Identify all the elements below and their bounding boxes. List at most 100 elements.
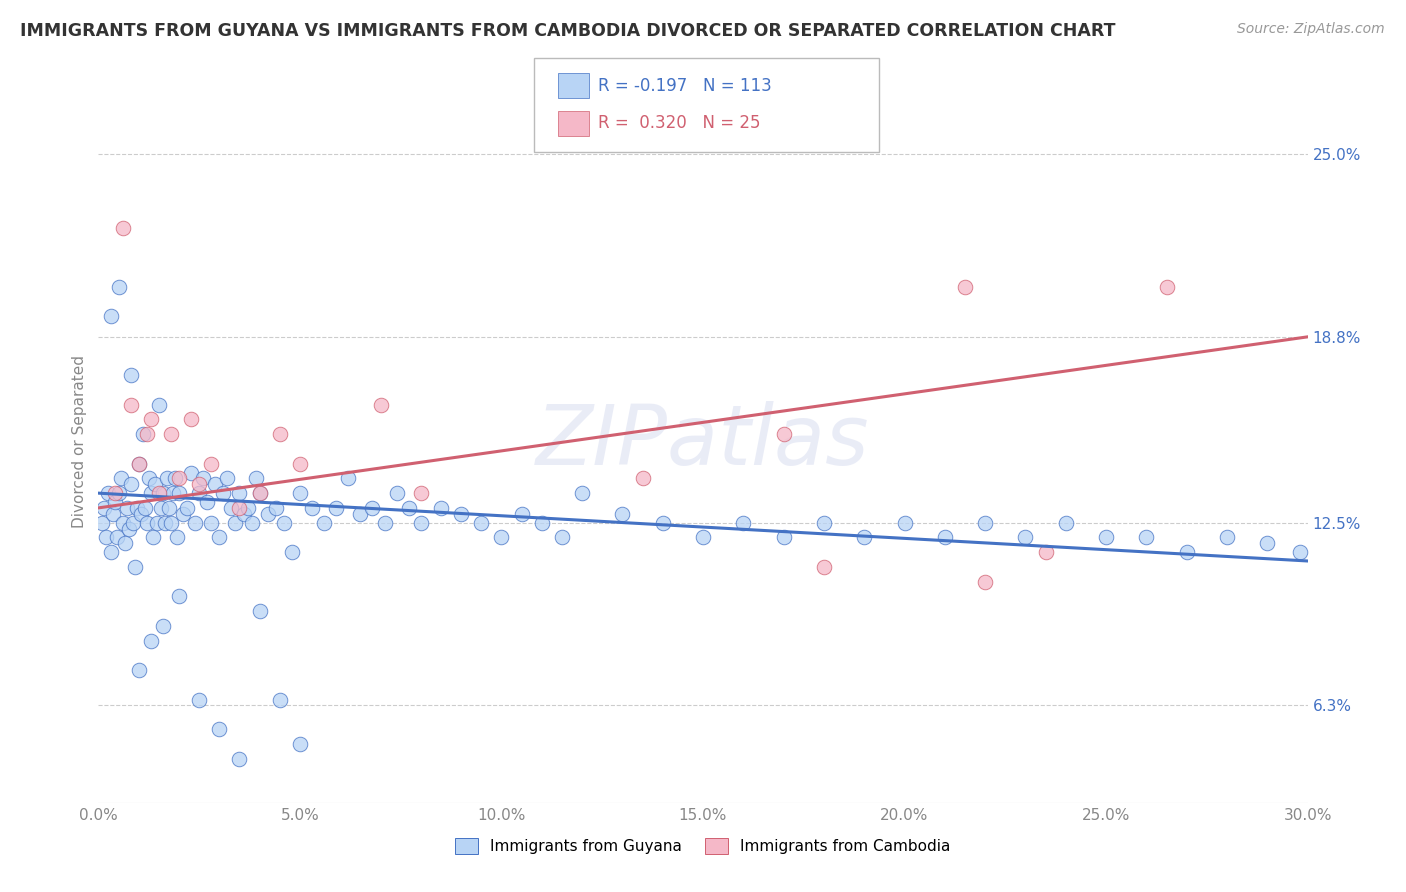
Point: [148, 486, 170, 500]
Point: [1216, 530, 1239, 544]
Point: [281, 545, 304, 559]
Point: [152, 619, 174, 633]
Point: [100, 309, 122, 323]
Point: [571, 486, 593, 500]
Point: [172, 507, 194, 521]
Point: [256, 507, 278, 521]
Point: [128, 663, 150, 677]
Point: [385, 486, 408, 500]
Point: [1156, 279, 1178, 293]
Point: [152, 486, 174, 500]
Point: [153, 516, 176, 530]
Point: [612, 507, 634, 521]
Point: [370, 398, 392, 412]
Point: [157, 500, 180, 515]
Point: [409, 516, 432, 530]
Point: [111, 220, 134, 235]
Point: [132, 427, 155, 442]
Point: [120, 477, 142, 491]
Point: [325, 500, 347, 515]
Point: [97, 486, 120, 500]
Point: [1135, 530, 1157, 544]
Point: [273, 516, 295, 530]
Point: [180, 466, 202, 480]
Point: [228, 751, 250, 765]
Point: [264, 500, 287, 515]
Point: [110, 471, 132, 485]
Text: ZIPatlas: ZIPatlas: [536, 401, 870, 482]
Point: [163, 471, 186, 485]
Text: R =  0.320   N = 25: R = 0.320 N = 25: [598, 114, 761, 132]
Point: [772, 530, 794, 544]
Point: [813, 560, 835, 574]
Point: [288, 486, 311, 500]
Point: [450, 507, 472, 521]
Point: [1095, 530, 1118, 544]
Point: [551, 530, 574, 544]
Point: [128, 457, 150, 471]
Point: [314, 516, 336, 530]
Point: [111, 516, 134, 530]
Point: [120, 368, 142, 383]
Point: [361, 500, 384, 515]
Point: [1014, 530, 1036, 544]
Point: [188, 486, 211, 500]
Point: [107, 279, 129, 293]
Point: [134, 500, 156, 515]
Point: [249, 604, 271, 618]
Point: [162, 486, 184, 500]
Point: [128, 457, 150, 471]
Point: [139, 486, 162, 500]
Point: [176, 500, 198, 515]
Point: [91, 516, 114, 530]
Point: [221, 500, 243, 515]
Point: [208, 530, 231, 544]
Text: Source: ZipAtlas.com: Source: ZipAtlas.com: [1237, 22, 1385, 37]
Point: [188, 692, 211, 706]
Point: [195, 495, 218, 509]
Point: [953, 279, 976, 293]
Point: [184, 516, 207, 530]
Point: [103, 486, 125, 500]
Point: [143, 477, 166, 491]
Point: [510, 507, 533, 521]
Point: [374, 516, 396, 530]
Point: [148, 398, 170, 412]
Point: [200, 516, 222, 530]
Point: [853, 530, 876, 544]
Point: [224, 516, 246, 530]
Text: IMMIGRANTS FROM GUYANA VS IMMIGRANTS FROM CAMBODIA DIVORCED OR SEPARATED CORRELA: IMMIGRANTS FROM GUYANA VS IMMIGRANTS FRO…: [20, 22, 1115, 40]
Point: [631, 471, 654, 485]
Point: [135, 427, 157, 442]
Point: [100, 545, 122, 559]
Point: [491, 530, 513, 544]
Point: [124, 560, 146, 574]
Point: [974, 516, 997, 530]
Point: [180, 412, 202, 426]
Text: R = -0.197   N = 113: R = -0.197 N = 113: [598, 77, 772, 95]
Point: [188, 477, 211, 491]
Point: [160, 427, 183, 442]
Legend: Immigrants from Guyana, Immigrants from Cambodia: Immigrants from Guyana, Immigrants from …: [449, 832, 957, 860]
Point: [200, 457, 222, 471]
Point: [125, 500, 148, 515]
Point: [1288, 545, 1310, 559]
Y-axis label: Divorced or Separated: Divorced or Separated: [72, 355, 87, 528]
Point: [208, 722, 231, 736]
Point: [269, 692, 291, 706]
Point: [692, 530, 714, 544]
Point: [105, 530, 128, 544]
Point: [240, 516, 263, 530]
Point: [530, 516, 553, 530]
Point: [167, 590, 190, 604]
Point: [139, 412, 162, 426]
Point: [142, 530, 165, 544]
Point: [249, 486, 271, 500]
Point: [245, 471, 267, 485]
Point: [160, 516, 183, 530]
Point: [167, 486, 190, 500]
Point: [129, 507, 152, 521]
Point: [138, 471, 160, 485]
Point: [1054, 516, 1077, 530]
Point: [409, 486, 432, 500]
